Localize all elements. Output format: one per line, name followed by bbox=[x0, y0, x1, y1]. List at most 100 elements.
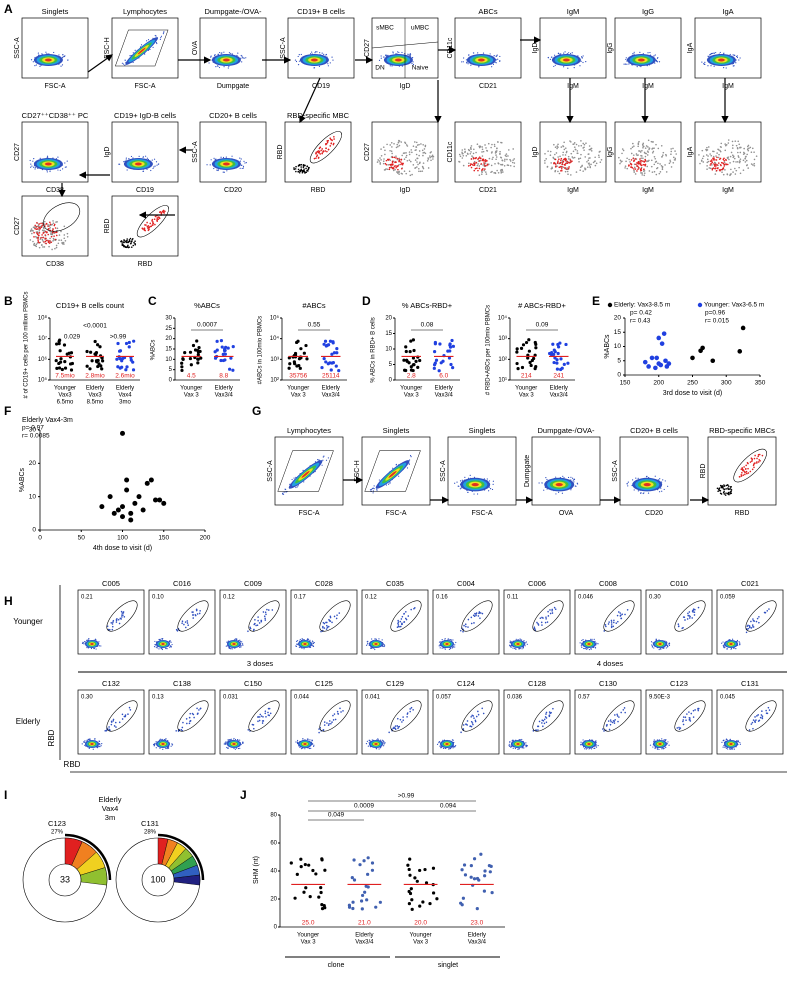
event-dot bbox=[730, 173, 732, 175]
y-tick-label: 10 bbox=[385, 347, 392, 353]
data-dot bbox=[89, 350, 93, 354]
event-dot bbox=[163, 212, 165, 214]
plot-frame bbox=[21, 121, 89, 183]
event-dot bbox=[488, 163, 490, 166]
event-dot bbox=[723, 744, 725, 747]
event-dot bbox=[727, 487, 729, 489]
event-dot bbox=[573, 481, 575, 483]
event-dot bbox=[162, 738, 164, 741]
event-dot bbox=[645, 476, 648, 478]
event-dot bbox=[313, 157, 316, 160]
event-dot bbox=[478, 174, 481, 176]
event-dot bbox=[165, 738, 167, 740]
event-dot bbox=[662, 151, 665, 154]
event-dot bbox=[712, 155, 715, 158]
event-dot bbox=[318, 150, 321, 153]
event-dot bbox=[657, 147, 660, 150]
data-dot bbox=[302, 351, 306, 355]
event-dot bbox=[414, 159, 417, 161]
event-dot bbox=[682, 719, 685, 721]
event-dot bbox=[561, 166, 563, 168]
event-dot bbox=[697, 709, 700, 712]
event-dot bbox=[401, 167, 403, 170]
event-dot bbox=[482, 168, 484, 170]
event-dot bbox=[132, 157, 134, 159]
event-dot bbox=[298, 54, 300, 56]
event-dot bbox=[60, 239, 63, 242]
event-dot bbox=[151, 224, 154, 227]
event-dot bbox=[544, 152, 546, 155]
plot-frame bbox=[614, 17, 682, 79]
event-dot bbox=[568, 52, 570, 54]
event-dot bbox=[510, 641, 512, 643]
event-dot bbox=[626, 609, 629, 611]
event-dot bbox=[729, 488, 732, 490]
event-dot bbox=[619, 612, 622, 614]
event-dot bbox=[551, 612, 554, 614]
arrow bbox=[87, 54, 113, 73]
event-dot bbox=[722, 167, 724, 170]
event-dot bbox=[373, 647, 375, 649]
event-dot bbox=[461, 61, 463, 63]
data-dot bbox=[451, 344, 455, 348]
event-dot bbox=[612, 625, 615, 628]
event-dot bbox=[50, 241, 53, 244]
event-dot bbox=[149, 222, 152, 225]
plot-frame bbox=[290, 589, 358, 655]
event-dot bbox=[551, 608, 554, 611]
event-dot bbox=[484, 144, 486, 146]
event-dot bbox=[65, 166, 67, 168]
event-dot bbox=[239, 747, 241, 749]
event-dot bbox=[182, 721, 184, 724]
event-dot bbox=[668, 643, 671, 645]
event-dot bbox=[641, 172, 643, 174]
event-dot bbox=[637, 165, 639, 168]
event-dot bbox=[722, 746, 724, 748]
sample-name: C125 bbox=[315, 679, 333, 688]
event-dot bbox=[526, 744, 528, 747]
event-dot bbox=[269, 712, 272, 715]
y-tick-label: 30 bbox=[29, 427, 37, 434]
plot-frame bbox=[361, 689, 429, 755]
event-dot bbox=[719, 149, 721, 152]
event-dot bbox=[312, 645, 314, 647]
event-dot bbox=[328, 620, 331, 622]
event-dot bbox=[316, 51, 318, 53]
event-dot bbox=[725, 747, 727, 749]
sample-name: C131 bbox=[741, 679, 759, 688]
event-dot bbox=[728, 158, 730, 161]
event-dot bbox=[86, 646, 88, 649]
event-dot bbox=[50, 235, 53, 238]
event-dot bbox=[710, 159, 713, 161]
event-dot bbox=[693, 611, 696, 614]
density bbox=[587, 643, 591, 645]
event-dot bbox=[396, 626, 399, 629]
event-dot bbox=[300, 168, 303, 171]
event-dot bbox=[620, 614, 622, 617]
event-dot bbox=[423, 148, 426, 150]
event-dot bbox=[61, 64, 64, 66]
event-dot bbox=[723, 493, 726, 495]
event-dot bbox=[726, 173, 729, 175]
event-dot bbox=[547, 610, 549, 613]
event-dot bbox=[566, 168, 568, 171]
event-dot bbox=[699, 162, 701, 165]
event-dot bbox=[98, 742, 101, 745]
event-dot bbox=[655, 143, 657, 146]
event-dot bbox=[654, 747, 656, 749]
event-dot bbox=[579, 169, 582, 172]
event-dot bbox=[545, 158, 547, 160]
data-dot bbox=[54, 358, 58, 363]
event-dot bbox=[51, 233, 54, 236]
event-dot bbox=[706, 168, 708, 170]
event-dot bbox=[744, 156, 747, 158]
event-dot bbox=[237, 52, 239, 54]
event-dot bbox=[460, 731, 462, 734]
event-dot bbox=[624, 167, 626, 169]
event-dot bbox=[476, 167, 478, 170]
event-dot bbox=[45, 237, 47, 240]
event-dot bbox=[93, 647, 95, 650]
event-dot bbox=[321, 152, 324, 155]
event-dot bbox=[53, 235, 55, 237]
event-dot bbox=[525, 746, 527, 748]
